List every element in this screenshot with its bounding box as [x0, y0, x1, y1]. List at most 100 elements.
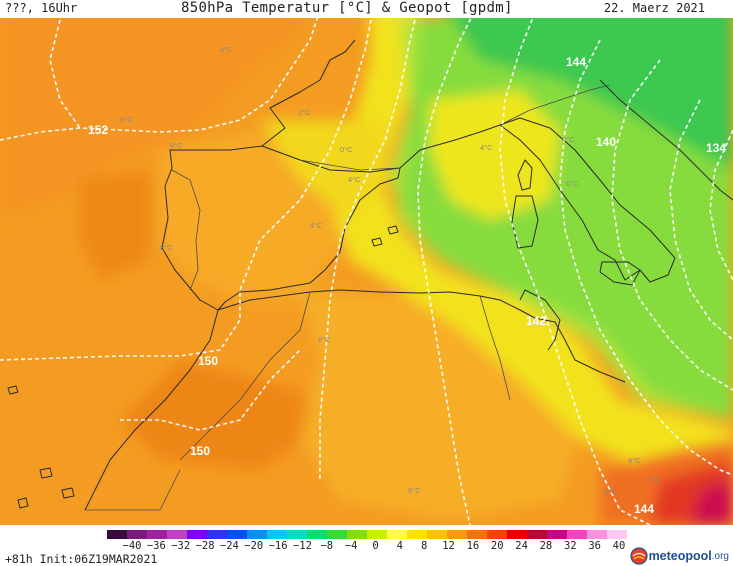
temperature-area-orange-west	[80, 170, 150, 280]
colorbar-tick-label: 8	[421, 540, 428, 552]
balearic-islands	[371, 225, 399, 247]
colorbar-segment	[467, 530, 488, 539]
colorbar-segment	[607, 530, 627, 539]
forecast-run-info: +81h Init:06Z19MAR2021	[5, 552, 158, 566]
map-header: ???, 16Uhr 850hPa Temperatur [°C] & Geop…	[0, 0, 733, 18]
colorbar-segment	[567, 530, 588, 539]
temperature-colorbar	[107, 530, 627, 539]
colorbar-segment	[127, 530, 148, 539]
colorbar-tick-label: 32	[563, 540, 577, 552]
isohypse-144	[499, 0, 651, 526]
globe-icon	[629, 547, 648, 565]
isohypses	[0, 0, 733, 526]
temperature-label: 6°C	[120, 115, 133, 124]
sardinia	[511, 195, 539, 249]
colorbar-segment	[487, 530, 508, 539]
isohypse-label: 144	[566, 55, 586, 69]
colorbar-segment	[367, 530, 388, 539]
colorbar-segment	[287, 530, 308, 539]
isohypse-label: 140	[596, 135, 616, 149]
map-footer: −40 −36 −32 −28 −24 −20 −16 −12 −8 −4 0 4 8 12 16 20 24 2…	[0, 525, 733, 566]
italy-north-border	[499, 84, 611, 126]
isohypse-152-b	[49, 19, 81, 129]
colorbar-segment	[147, 530, 168, 539]
isohypse-label: 134	[706, 141, 726, 155]
colorbar-tick-label: −20	[244, 540, 264, 552]
temperature-label: 4°C	[348, 175, 361, 184]
tunisia-coast	[519, 289, 561, 351]
colorbar-segment	[347, 530, 368, 539]
colorbar-tick-label: 24	[515, 540, 528, 552]
meteopool-logo[interactable]: meteopool .org	[629, 547, 729, 565]
colorbar-tick-label: 36	[588, 540, 601, 552]
isohypse-labels: 152 150 150 144 140 134 142 144	[88, 55, 726, 516]
sicily	[599, 261, 641, 286]
colorbar-segment	[187, 530, 208, 539]
logo-tld: .org	[711, 550, 729, 562]
madeira	[7, 385, 19, 395]
isohypse-142	[559, 39, 733, 476]
colorbar-tick-label: −28	[195, 540, 215, 552]
colorbar-segment	[527, 530, 548, 539]
colorbar-tick-label: 12	[442, 540, 455, 552]
colorbar-tick-label: 4	[396, 540, 404, 552]
iberia-coastline	[161, 145, 401, 311]
colorbar-segment	[167, 530, 188, 539]
temperature-area-orange-dark	[0, 0, 300, 220]
temperature-labels: 4°C 2°C 6°C 8°C 4°C 0°C 4°C 6°C 8°C 4°C …	[120, 45, 661, 496]
temperature-label: 8°C	[170, 141, 183, 150]
temperature-area-yellow-belt	[330, 0, 733, 470]
colorbar-tick-label: 20	[490, 540, 504, 552]
colorbar-segment	[587, 530, 608, 539]
colorbar-segment	[507, 530, 528, 539]
colorbar-tick-label: −36	[146, 540, 166, 552]
colorbar-segment	[447, 530, 468, 539]
borders	[85, 84, 611, 511]
temperature-label: 8°C	[408, 486, 421, 495]
italy-east-coast	[599, 79, 733, 201]
valid-date: 22. Maerz 2021	[603, 1, 705, 15]
temperature-label: 6°C	[648, 475, 661, 484]
isohypse-label: 144	[634, 502, 654, 516]
temperature-area-magenta-southeast	[690, 480, 733, 525]
italy-coastline	[499, 117, 676, 283]
colorbar-tick-label: 16	[466, 540, 480, 552]
colorbar-segment	[407, 530, 428, 539]
temperature-label: 6°C	[318, 335, 331, 344]
isohypse-label: 142	[526, 314, 546, 328]
colorbar-segment	[207, 530, 228, 539]
isohypse-138	[669, 99, 733, 341]
temperature-area-orange-south	[120, 360, 320, 470]
temperature-area-yellow-alps	[430, 90, 560, 220]
colorbar-tick-label: 0	[372, 540, 379, 552]
colorbar-tick-label: −12	[292, 540, 312, 552]
temperature-label: 2°C	[298, 108, 311, 117]
colorbar-segment	[227, 530, 248, 539]
isohypse-150-b	[120, 349, 301, 431]
western-sahara-border	[85, 469, 181, 511]
colorbar-tick-label: −40	[122, 540, 142, 552]
colorbar-ticks: −40 −36 −32 −28 −24 −20 −16 −12 −8 −4 0 4 8 12 16 20 24 2…	[0, 540, 733, 554]
temperature-area-green-dark	[440, 0, 733, 170]
temperature-label: 4°C	[562, 135, 575, 144]
isohypse-148	[319, 0, 421, 480]
isohypse-146	[417, 0, 481, 526]
isohypse-label: 150	[198, 354, 218, 368]
temperature-label: 6°C	[604, 487, 617, 496]
colorbar-segment	[547, 530, 568, 539]
portugal-spain-border	[171, 169, 201, 291]
canary-islands	[17, 467, 75, 509]
map-title: 850hPa Temperatur [°C] & Geopot [gpdm]	[181, 0, 513, 16]
isohypse-150	[0, 0, 376, 361]
algeria-tunisia-border	[479, 295, 511, 401]
isohypse-136	[709, 129, 733, 281]
temperature-label: 8°C	[160, 243, 173, 252]
france-coastline	[261, 39, 356, 147]
colorbar-tick-label: 28	[539, 540, 553, 552]
corsica	[517, 159, 533, 191]
colorbar-segment	[327, 530, 348, 539]
logo-text: meteopool	[648, 549, 712, 563]
colorbar-low-arrow	[107, 530, 115, 539]
coastlines	[7, 39, 733, 511]
